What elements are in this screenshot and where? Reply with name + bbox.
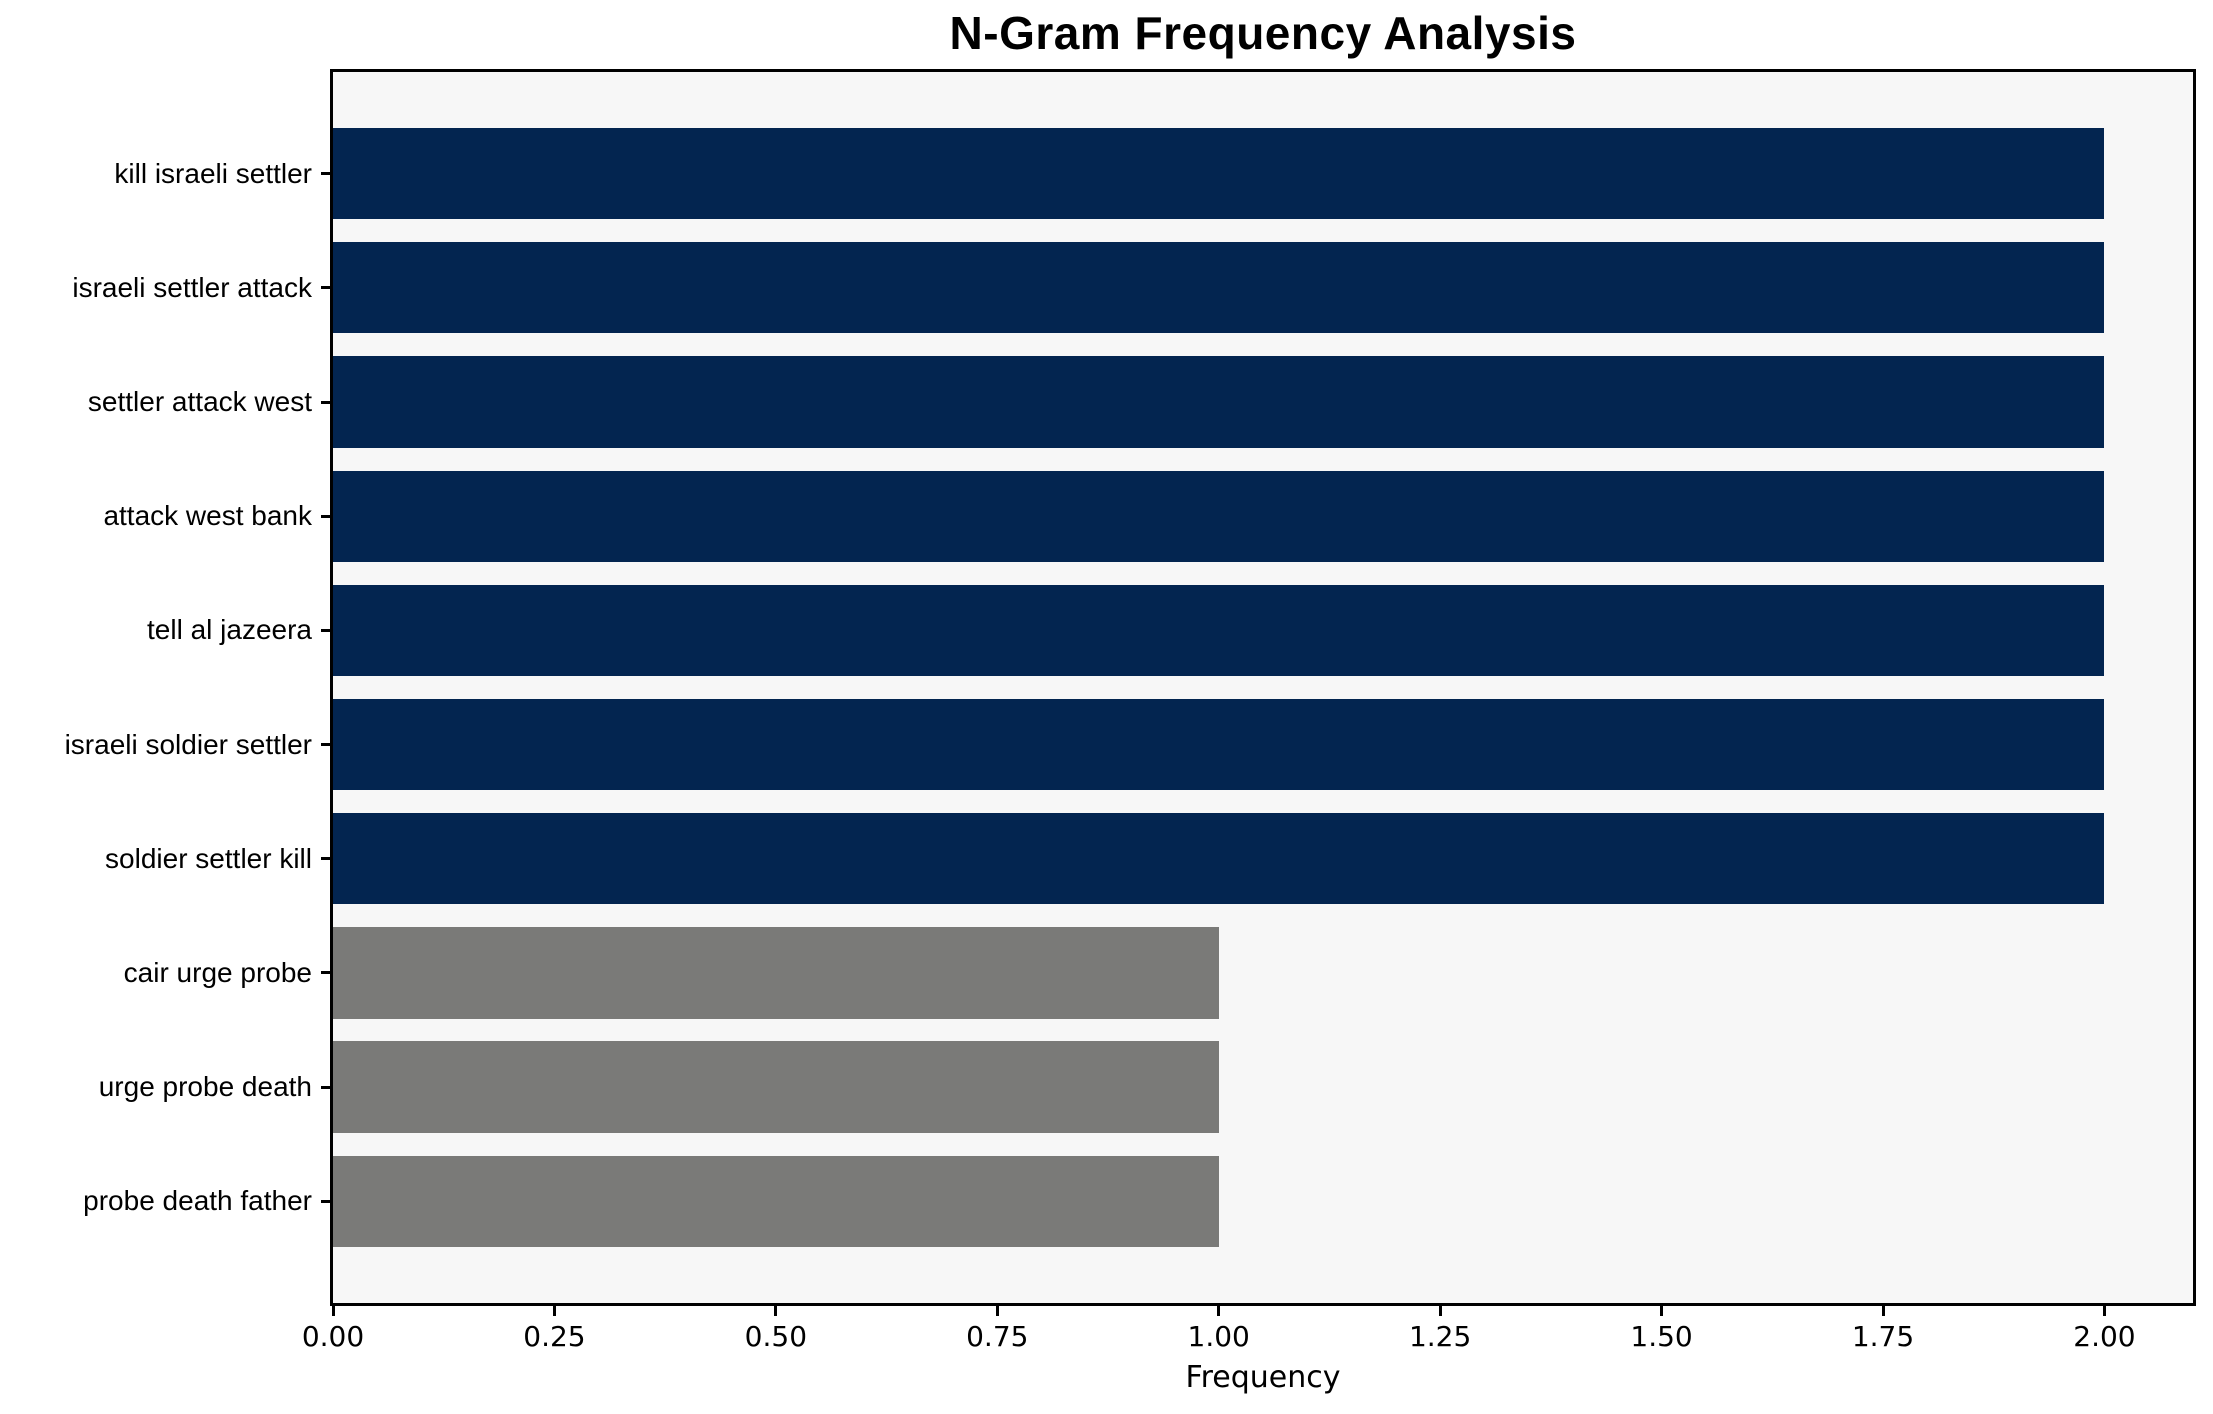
- y-tick-mark: [321, 971, 333, 975]
- bar: [333, 242, 2105, 334]
- y-tick-label: probe death father: [83, 1185, 312, 1217]
- y-tick-label: attack west bank: [103, 500, 312, 532]
- x-tick-label: 1.25: [1408, 1320, 1472, 1353]
- x-tick-mark: [2102, 1306, 2106, 1316]
- x-tick-label: 0.50: [744, 1320, 808, 1353]
- x-tick-mark: [1881, 1306, 1885, 1316]
- x-tick-label: 1.50: [1630, 1320, 1693, 1353]
- x-tick-mark: [774, 1306, 778, 1316]
- y-tick-label: soldier settler kill: [105, 842, 312, 874]
- x-axis-label: Frequency: [1185, 1360, 1341, 1395]
- y-tick-mark: [321, 628, 333, 632]
- y-tick-label: cair urge probe: [123, 956, 312, 988]
- bar: [333, 470, 2105, 562]
- bar: [333, 698, 2105, 791]
- x-tick-mark: [331, 1306, 335, 1316]
- y-tick-mark: [321, 743, 333, 747]
- bar: [333, 1041, 1219, 1133]
- y-tick-mark: [321, 857, 333, 861]
- y-tick-mark: [321, 1085, 333, 1089]
- y-tick-label: tell al jazeera: [147, 614, 312, 646]
- x-tick-label: 0.25: [523, 1320, 586, 1353]
- y-tick-mark: [321, 286, 333, 290]
- chart-title: N-Gram Frequency Analysis: [949, 7, 1577, 59]
- x-tick-mark: [552, 1306, 556, 1316]
- x-tick-label: 1.75: [1851, 1320, 1915, 1353]
- bar: [333, 127, 2105, 220]
- bar: [333, 813, 2105, 905]
- bar: [333, 1155, 1219, 1248]
- bar: [333, 927, 1219, 1019]
- x-tick-label: 0.75: [966, 1320, 1029, 1353]
- bar: [333, 356, 2105, 448]
- x-tick-mark: [1217, 1306, 1221, 1316]
- y-tick-label: israeli settler attack: [72, 271, 312, 303]
- x-tick-mark: [1660, 1306, 1664, 1316]
- y-tick-mark: [321, 514, 333, 518]
- x-tick-label: 1.00: [1187, 1320, 1250, 1353]
- y-tick-mark: [321, 172, 333, 176]
- y-tick-label: settler attack west: [87, 386, 312, 418]
- y-tick-mark: [321, 1199, 333, 1203]
- plot-area: [330, 69, 2196, 1306]
- y-tick-label: kill israeli settler: [114, 157, 312, 189]
- y-tick-mark: [321, 400, 333, 404]
- y-tick-label: israeli soldier settler: [64, 728, 312, 760]
- x-tick-mark: [1438, 1306, 1442, 1316]
- x-tick-mark: [995, 1306, 999, 1316]
- bar: [333, 584, 2105, 677]
- x-tick-label: 0.00: [301, 1320, 365, 1353]
- x-tick-label: 2.00: [2073, 1320, 2136, 1353]
- y-tick-label: urge probe death: [98, 1071, 312, 1103]
